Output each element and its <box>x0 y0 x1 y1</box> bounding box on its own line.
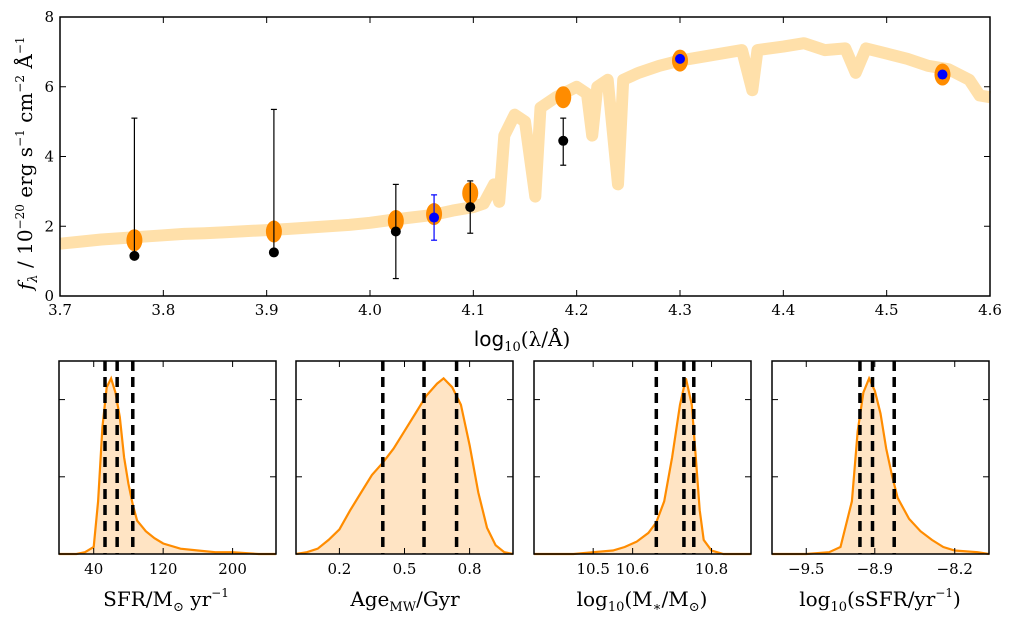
sed-plot-area <box>59 37 991 280</box>
sfr-posterior-fill <box>59 378 276 554</box>
sed-xtick-label-9: 4.6 <box>978 301 1002 319</box>
sed-ytick-label-0: 0 <box>44 287 54 305</box>
sed-ytick-label-4: 8 <box>44 8 54 26</box>
sed-xlabel: log10(λ/Å) <box>474 326 571 355</box>
age-posterior-curve <box>295 376 514 556</box>
mass-xtick-label-0: 10.5 <box>576 560 609 578</box>
sfr-xlabel: SFR/M⊙ yr−1 <box>103 586 229 615</box>
sed-xtick-label-0: 3.7 <box>48 301 72 319</box>
photometry-point-2 <box>390 226 401 237</box>
sed-xtick-label-1: 3.8 <box>151 301 175 319</box>
sed-ytick-label-3: 6 <box>44 78 54 96</box>
sfr-xtick-label-2: 200 <box>218 560 247 578</box>
sed-xtick-label-3: 4.0 <box>358 301 382 319</box>
mass-axes-frame <box>533 360 752 555</box>
sfr-xtick-label-1: 120 <box>149 560 178 578</box>
photometry-point-0 <box>129 250 140 261</box>
mass-posterior-curve <box>534 378 751 556</box>
age-xtick-label-2: 0.8 <box>458 560 482 578</box>
posterior-panel-ssfr: −9.5 −8.9 −8.2 <box>771 360 990 578</box>
mass-xlabel: log10(M∗/M⊙) <box>577 587 708 615</box>
age-xtick-label-0: 0.2 <box>327 560 351 578</box>
photometry-point-5 <box>558 135 569 146</box>
photometry-point-3 <box>429 212 440 223</box>
sed-ytick-label-2: 4 <box>44 148 54 166</box>
sed-xtick-label-8: 4.5 <box>875 301 899 319</box>
ssfr-axes-frame <box>771 360 990 555</box>
photometry-point-6 <box>675 53 685 64</box>
sed-xtick-label-6: 4.3 <box>668 301 692 319</box>
sed-panel: 3.7 3.8 3.9 4.0 4.1 4.2 4.3 4.4 4.5 4.6 0 2 4 6 8 fλ /… <box>12 8 1002 355</box>
photometry-point-1 <box>268 247 279 258</box>
sfr-xtick-label-0: 40 <box>84 560 103 578</box>
posterior-panel-mass: 10.5 10.6 10.8 <box>533 360 752 578</box>
sed-xtick-label-7: 4.4 <box>771 301 795 319</box>
model-flux-point-5 <box>555 86 572 109</box>
sfr-posterior-curve <box>59 375 276 556</box>
age-posterior-fill <box>296 378 513 554</box>
photometry-point-7 <box>937 69 948 80</box>
mass-posterior-fill <box>534 378 751 554</box>
model-spectrum <box>59 37 991 250</box>
age-xlabel: AgeMW/Gyr <box>349 587 460 615</box>
ssfr-xlabel: log10(sSFR/yr−1) <box>799 586 961 615</box>
posterior-panel-age: 0.2 0.5 0.8 <box>295 360 514 578</box>
sed-ylabel: fλ / 10−20 erg s−1 cm−2 Å−1 <box>12 36 41 292</box>
sfr-axes-frame <box>58 360 277 555</box>
ssfr-posterior-fill <box>772 378 989 554</box>
sed-ticks: 3.7 3.8 3.9 4.0 4.1 4.2 4.3 4.4 4.5 4.6 0 2 4 6 8 <box>44 8 1001 319</box>
ssfr-xtick-label-2: −8.2 <box>937 560 973 578</box>
mass-xtick-label-1: 10.6 <box>616 560 649 578</box>
sed-xtick-label-5: 4.2 <box>565 301 589 319</box>
posterior-panel-sfr: 40 120 200 <box>58 360 277 578</box>
ssfr-xtick-label-1: −8.9 <box>857 560 893 578</box>
mass-xtick-label-2: 10.8 <box>695 560 728 578</box>
photometry-point-4 <box>465 202 476 213</box>
age-xtick-label-1: 0.5 <box>393 560 417 578</box>
ssfr-posterior-curve <box>772 375 990 556</box>
sed-xtick-label-2: 3.9 <box>255 301 279 319</box>
ssfr-xtick-label-0: −9.5 <box>788 560 824 578</box>
sed-xtick-label-4: 4.1 <box>461 301 485 319</box>
sed-ytick-label-1: 2 <box>44 217 54 235</box>
